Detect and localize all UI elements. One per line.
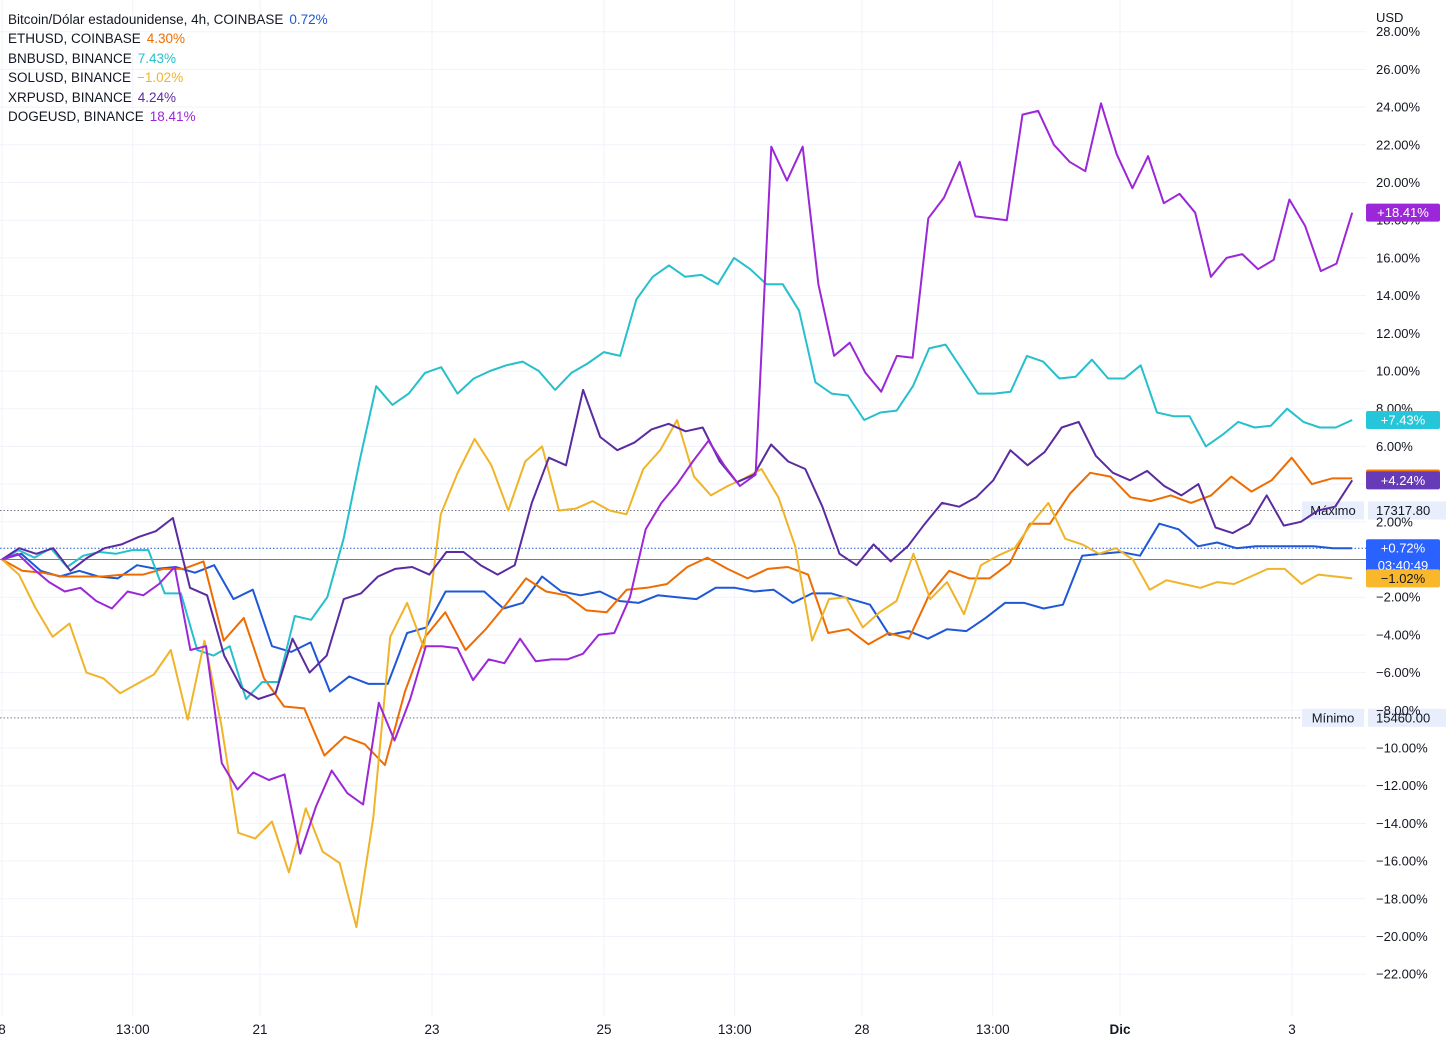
y-tick-label: −2.00% <box>1376 590 1421 605</box>
y-tick-label: −22.00% <box>1376 967 1428 982</box>
y-tick-label: −16.00% <box>1376 854 1428 869</box>
y-tick-label: −12.00% <box>1376 778 1428 793</box>
badge-sol <box>1366 569 1440 588</box>
legend-series-change: 18.41% <box>149 108 196 124</box>
legend-series-change: 4.30% <box>146 31 186 47</box>
currency-label: USD <box>1376 10 1403 25</box>
badge-text: +0.72% <box>1381 541 1426 556</box>
badge-btc <box>1366 539 1440 576</box>
legend-item-sol[interactable]: SOLUSD, BINANCE −1.02% <box>8 68 328 87</box>
y-tick-label: 12.00% <box>1376 326 1421 341</box>
y-tick-label: 14.00% <box>1376 288 1421 303</box>
series-line-xrp <box>1 388 1354 700</box>
series-line-eth <box>1 456 1353 766</box>
legend-series-name: Bitcoin/Dólar estadounidense, 4h, COINBA… <box>8 12 284 27</box>
x-tick-label: 13:00 <box>976 1022 1010 1037</box>
series-line-btc <box>1 522 1353 693</box>
y-tick-label: 2.00% <box>1376 514 1413 529</box>
y-tick-label: 22.00% <box>1376 137 1421 152</box>
y-tick-label: −14.00% <box>1376 816 1428 831</box>
badge-text: +18.41% <box>1377 205 1429 220</box>
legend-series-change: 4.24% <box>137 89 177 105</box>
series-line-bnb <box>1 256 1353 700</box>
x-tick-label: 13:00 <box>116 1022 150 1037</box>
y-tick-label: 6.00% <box>1376 439 1413 454</box>
x-tick-label: Dic <box>1109 1022 1131 1037</box>
annotation-value-box <box>1368 708 1446 727</box>
annotation-label: Máximo <box>1310 503 1356 518</box>
annotation-value: 17317.80 <box>1376 503 1430 518</box>
price-badges: +0.72%03:40:49+4.30%+7.43%−1.02%+4.24%+1… <box>1366 203 1440 588</box>
y-tick-label: 10.00% <box>1376 364 1421 379</box>
legend-series-name: BNBUSD, BINANCE <box>8 50 132 66</box>
legend-series-name: XRPUSD, BINANCE <box>8 89 132 105</box>
annotation-label-box <box>1302 501 1364 520</box>
y-tick-label: −10.00% <box>1376 741 1428 756</box>
badge-text: −1.02% <box>1381 571 1426 586</box>
x-tick-label: 8 <box>0 1022 6 1037</box>
x-tick-label: 21 <box>252 1022 267 1037</box>
legend-series-name: DOGEUSD, BINANCE <box>8 108 144 124</box>
x-tick-label: 28 <box>854 1022 869 1037</box>
x-axis[interactable]: 8 13:00 21 23 25 13:00 28 13:00 Dic 3 <box>0 1022 1296 1037</box>
legend-series-name: ETHUSD, COINBASE <box>8 31 141 47</box>
legend-item-doge[interactable]: DOGEUSD, BINANCE 18.41% <box>8 107 328 126</box>
annotation-label-box <box>1302 708 1364 727</box>
annotation-value: 15460.00 <box>1376 710 1430 725</box>
series-line-sol <box>1 419 1353 929</box>
x-tick-label: 3 <box>1288 1022 1296 1037</box>
legend: Bitcoin/Dólar estadounidense, 4h, COINBA… <box>8 10 328 126</box>
legend-item-eth[interactable]: ETHUSD, COINBASE 4.30% <box>8 29 328 48</box>
y-tick-label: 16.00% <box>1376 250 1421 265</box>
badge-text: +4.24% <box>1381 473 1426 488</box>
annotation-label: Mínimo <box>1312 710 1355 725</box>
badge-text: +7.43% <box>1381 413 1426 428</box>
y-tick-label: −8.00% <box>1376 703 1421 718</box>
y-tick-label: 20.00% <box>1376 175 1421 190</box>
x-tick-label: 23 <box>424 1022 439 1037</box>
y-tick-label: −6.00% <box>1376 665 1421 680</box>
y-tick-label: 24.00% <box>1376 100 1421 115</box>
y-tick-label: 28.00% <box>1376 24 1421 39</box>
badge-doge <box>1366 203 1440 222</box>
series-lines <box>1 102 1354 929</box>
legend-item-xrp[interactable]: XRPUSD, BINANCE 4.24% <box>8 88 328 107</box>
legend-series-change: 7.43% <box>137 50 177 66</box>
chart-grid <box>0 0 1366 1016</box>
legend-item-btc[interactable]: Bitcoin/Dólar estadounidense, 4h, COINBA… <box>8 10 328 29</box>
badge-xrp <box>1366 471 1440 490</box>
legend-series-name: SOLUSD, BINANCE <box>8 70 132 86</box>
x-tick-label: 25 <box>596 1022 611 1037</box>
y-tick-label: −18.00% <box>1376 891 1428 906</box>
reference-lines: Máximo 17317.80 Mínimo 15460.00 <box>0 501 1446 727</box>
badge-bnb <box>1366 411 1440 430</box>
legend-item-bnb[interactable]: BNBUSD, BINANCE 7.43% <box>8 49 328 68</box>
series-line-doge <box>1 102 1354 855</box>
y-tick-label: 26.00% <box>1376 62 1421 77</box>
y-tick-label: −4.00% <box>1376 627 1421 642</box>
y-tick-label: −20.00% <box>1376 929 1428 944</box>
legend-series-change: 0.72% <box>289 12 328 27</box>
legend-series-change: −1.02% <box>137 70 184 86</box>
x-tick-label: 13:00 <box>718 1022 752 1037</box>
annotation-value-box <box>1368 501 1446 520</box>
